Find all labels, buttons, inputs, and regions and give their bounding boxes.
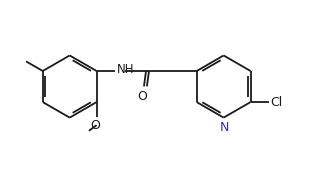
- Text: NH: NH: [117, 63, 135, 76]
- Text: Cl: Cl: [270, 96, 282, 109]
- Text: O: O: [90, 119, 100, 132]
- Text: N: N: [219, 121, 229, 134]
- Text: O: O: [138, 90, 147, 103]
